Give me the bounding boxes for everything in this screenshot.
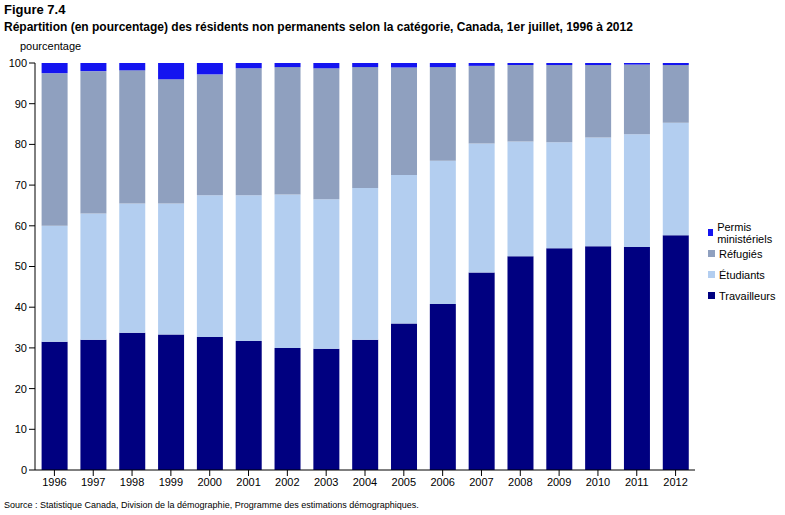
svg-text:2002: 2002: [275, 476, 299, 488]
svg-text:2011: 2011: [625, 476, 649, 488]
svg-text:0: 0: [21, 464, 27, 476]
svg-text:10: 10: [15, 423, 27, 435]
svg-text:1996: 1996: [42, 476, 66, 488]
html-text:Réfugiés: Réfugiés: [719, 247, 763, 260]
svg-text:1999: 1999: [159, 476, 183, 488]
svg-text:2012: 2012: [663, 476, 687, 488]
svg-text:20: 20: [15, 383, 27, 395]
svg-text:2006: 2006: [430, 476, 454, 488]
svg-text:50: 50: [15, 260, 27, 272]
html-text:Étudiants: Étudiants: [719, 268, 765, 281]
svg-text:40: 40: [15, 301, 27, 313]
svg-text:100: 100: [9, 57, 27, 69]
svg-text:2003: 2003: [314, 476, 338, 488]
svg-text:2001: 2001: [236, 476, 260, 488]
html-text:Permis ministériels: Permis ministériels: [717, 220, 773, 245]
html-text:pourcentage: pourcentage: [20, 40, 82, 52]
svg-text:90: 90: [15, 98, 27, 110]
svg-text:2010: 2010: [586, 476, 610, 488]
svg-text:2000: 2000: [197, 476, 221, 488]
svg-text:2005: 2005: [392, 476, 416, 488]
html-text:Répartition (en pourcentage) d: Répartition (en pourcentage) des résiden…: [4, 20, 633, 34]
svg-text:2008: 2008: [508, 476, 532, 488]
svg-text:2007: 2007: [469, 476, 493, 488]
svg-text:70: 70: [15, 179, 27, 191]
svg-text:2004: 2004: [353, 476, 377, 488]
html-text:Figure 7.4: Figure 7.4: [4, 2, 66, 17]
html-text:Source : Statistique Canada, D: Source : Statistique Canada, Division de…: [4, 500, 419, 510]
svg-text:1997: 1997: [81, 476, 105, 488]
svg-text:2009: 2009: [547, 476, 571, 488]
svg-text:1998: 1998: [120, 476, 144, 488]
svg-text:80: 80: [15, 138, 27, 150]
svg-text:60: 60: [15, 220, 27, 232]
svg-text:30: 30: [15, 342, 27, 354]
html-text:Travailleurs: Travailleurs: [719, 289, 776, 302]
